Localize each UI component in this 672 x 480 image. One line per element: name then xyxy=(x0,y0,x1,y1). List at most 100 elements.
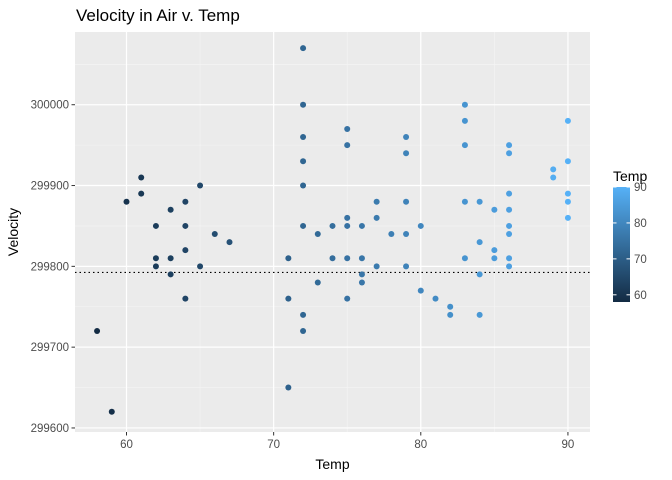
data-point xyxy=(344,222,351,229)
data-point xyxy=(167,271,174,278)
data-point xyxy=(138,190,145,197)
y-axis-title: Velocity xyxy=(5,208,21,256)
data-point xyxy=(167,255,174,262)
y-tick-label: 300000 xyxy=(31,100,69,112)
legend-tick-label: 60 xyxy=(634,290,647,302)
data-point xyxy=(506,222,513,229)
data-point xyxy=(461,255,468,262)
data-point xyxy=(447,311,454,318)
data-point xyxy=(476,271,483,278)
data-point xyxy=(123,198,130,205)
data-point xyxy=(373,263,380,270)
x-tick-label: 60 xyxy=(120,439,133,451)
data-point xyxy=(211,231,218,238)
data-point xyxy=(300,222,307,229)
data-points xyxy=(94,45,571,415)
data-point xyxy=(182,198,189,205)
data-point xyxy=(506,142,513,149)
data-point xyxy=(564,198,571,205)
data-point xyxy=(417,222,424,229)
x-tick-label: 80 xyxy=(414,439,427,451)
legend-colorbar xyxy=(613,187,630,302)
data-point xyxy=(358,279,365,286)
data-point xyxy=(403,231,410,238)
data-point xyxy=(152,222,159,229)
data-point xyxy=(506,231,513,238)
data-point xyxy=(344,214,351,221)
data-point xyxy=(461,117,468,124)
data-point xyxy=(506,206,513,213)
data-point xyxy=(197,263,204,270)
data-point xyxy=(388,231,395,238)
data-point xyxy=(564,214,571,221)
data-point xyxy=(300,134,307,141)
y-tick-label: 299600 xyxy=(31,423,69,435)
data-point xyxy=(491,247,498,254)
data-point xyxy=(167,206,174,213)
data-point xyxy=(285,255,292,262)
data-point xyxy=(491,206,498,213)
grid-major xyxy=(75,32,590,432)
data-point xyxy=(226,239,233,246)
data-point xyxy=(550,174,557,181)
data-point xyxy=(403,150,410,157)
data-point xyxy=(344,295,351,302)
data-point xyxy=(314,231,321,238)
data-point xyxy=(373,198,380,205)
data-point xyxy=(358,271,365,278)
data-point xyxy=(476,198,483,205)
data-point xyxy=(300,45,307,52)
data-point xyxy=(550,166,557,173)
data-point xyxy=(300,327,307,334)
y-tick-label: 299900 xyxy=(31,181,69,193)
data-point xyxy=(564,158,571,165)
data-point xyxy=(197,182,204,189)
legend-ticks: 60 70 80 90 xyxy=(613,182,647,302)
x-tick-label: 90 xyxy=(562,439,575,451)
data-point xyxy=(94,327,101,334)
data-point xyxy=(300,311,307,318)
data-point xyxy=(476,239,483,246)
data-point xyxy=(285,384,292,391)
data-point xyxy=(314,279,321,286)
data-point xyxy=(344,125,351,132)
data-point xyxy=(432,295,439,302)
data-point xyxy=(300,158,307,165)
legend-tick-label: 80 xyxy=(634,218,647,230)
data-point xyxy=(373,214,380,221)
data-point xyxy=(403,263,410,270)
data-point xyxy=(344,142,351,149)
data-point xyxy=(358,222,365,229)
data-point xyxy=(152,255,159,262)
data-point xyxy=(300,101,307,108)
data-point xyxy=(344,255,351,262)
data-point xyxy=(285,295,292,302)
data-point xyxy=(506,150,513,157)
data-point xyxy=(358,255,365,262)
x-tick-label: 70 xyxy=(267,439,280,451)
data-point xyxy=(461,198,468,205)
data-point xyxy=(138,174,145,181)
data-point xyxy=(403,134,410,141)
data-point xyxy=(152,263,159,270)
data-point xyxy=(564,117,571,124)
data-point xyxy=(182,295,189,302)
data-point xyxy=(506,255,513,262)
plot-panel xyxy=(75,32,590,432)
data-point xyxy=(108,408,115,415)
data-point xyxy=(461,101,468,108)
data-point xyxy=(506,190,513,197)
data-point xyxy=(417,287,424,294)
data-point xyxy=(564,190,571,197)
y-axis-ticks: 299600 299700 299800 299900 300000 xyxy=(31,100,75,435)
x-axis-ticks: 60 70 80 90 xyxy=(120,432,574,451)
y-tick-label: 299800 xyxy=(31,261,69,273)
x-axis-title: Temp xyxy=(315,456,349,472)
data-point xyxy=(403,198,410,205)
data-point xyxy=(447,303,454,310)
data-point xyxy=(329,255,336,262)
legend-tick-label: 90 xyxy=(634,182,647,194)
legend-tick-label: 70 xyxy=(634,254,647,266)
data-point xyxy=(506,263,513,270)
